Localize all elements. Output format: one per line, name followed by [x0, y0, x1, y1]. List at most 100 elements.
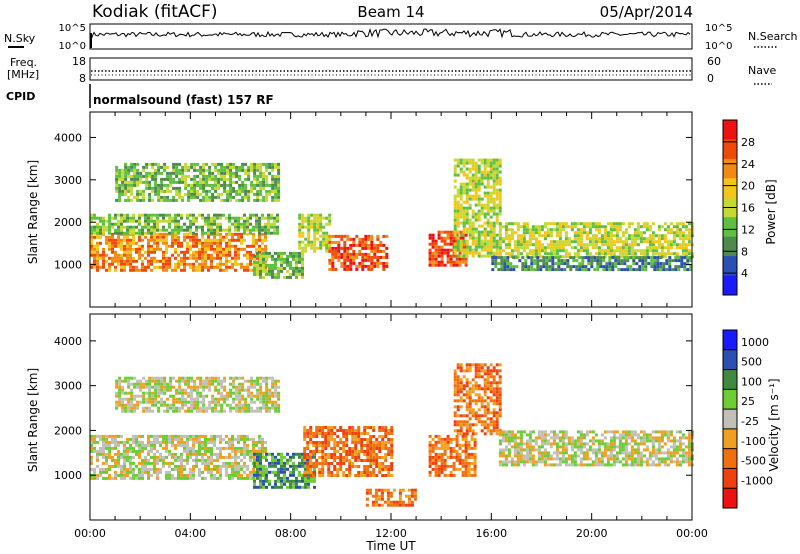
echo-cell — [594, 240, 598, 244]
echo-cell — [569, 256, 573, 260]
echo-cell — [252, 225, 255, 229]
echo-cell — [437, 452, 441, 456]
echo-cell — [198, 265, 201, 269]
echo-cell — [455, 449, 459, 453]
echo-cell — [304, 464, 307, 468]
echo-cell — [117, 440, 120, 444]
echo-cell — [666, 249, 670, 253]
echo-cell — [144, 268, 147, 272]
echo-cell — [262, 260, 265, 264]
echo-cell — [358, 261, 362, 265]
echo-cell — [307, 213, 311, 217]
echo-cell — [489, 167, 493, 171]
echo-cell — [410, 494, 414, 498]
echo-cell — [165, 268, 168, 272]
echo-cell — [644, 259, 648, 263]
echo-cell — [453, 215, 457, 219]
echo-cell — [228, 455, 231, 459]
echo-cell — [474, 248, 478, 252]
echo-cell — [298, 240, 302, 244]
echo-cell — [184, 168, 188, 172]
echo-cell — [483, 384, 487, 388]
echo-cell — [531, 430, 535, 434]
echo-cell — [614, 259, 618, 263]
echo-cell — [120, 241, 123, 245]
echo-cell — [219, 247, 222, 251]
echo-cell — [153, 213, 156, 217]
echo-cell — [280, 266, 283, 270]
echo-cell — [456, 405, 460, 409]
echo-cell — [187, 165, 191, 169]
echo-cell — [162, 238, 165, 242]
echo-cell — [219, 213, 222, 217]
echo-cell — [373, 264, 377, 268]
echo-cell — [283, 260, 286, 264]
echo-cell — [498, 209, 502, 213]
echo-cell — [486, 381, 490, 385]
echo-cell — [462, 173, 466, 177]
echo-cell — [148, 195, 152, 199]
echo-cell — [228, 228, 231, 232]
echo-cell — [90, 446, 93, 450]
echo-cell — [219, 232, 222, 236]
echo-cell — [486, 164, 490, 168]
echo-cell — [198, 443, 201, 447]
echo-cell — [455, 437, 459, 441]
echo-cell — [259, 162, 263, 166]
echo-cell — [645, 228, 649, 232]
echo-cell — [147, 250, 150, 254]
echo-cell — [148, 162, 152, 166]
echo-cell — [118, 168, 122, 172]
echo-cell — [528, 433, 532, 437]
power-colorbar-tick-label: 16 — [741, 202, 755, 215]
echo-cell — [446, 440, 450, 444]
echo-cell — [99, 253, 102, 257]
echo-cell — [159, 265, 162, 269]
echo-cell — [525, 433, 529, 437]
echo-cell — [465, 158, 469, 162]
echo-cell — [641, 262, 645, 266]
echo-cell — [489, 224, 493, 228]
echo-cell — [611, 262, 615, 266]
echo-cell — [495, 239, 499, 243]
echo-cell — [105, 238, 108, 242]
nsky-label: N.Sky — [4, 32, 36, 45]
echo-cell — [316, 237, 320, 241]
echo-cell — [261, 455, 264, 459]
echo-cell — [504, 445, 508, 449]
echo-cell — [363, 429, 367, 432]
echo-cell — [108, 476, 111, 480]
echo-cell — [480, 429, 484, 433]
echo-cell — [171, 241, 174, 245]
echo-cell — [234, 470, 237, 474]
echo-cell — [627, 234, 631, 238]
echo-cell — [456, 164, 460, 168]
echo-cell — [199, 183, 203, 187]
echo-cell — [93, 476, 96, 480]
echo-cell — [280, 470, 283, 474]
echo-cell — [456, 387, 460, 391]
echo-cell — [453, 242, 457, 246]
echo-cell — [378, 444, 382, 447]
echo-cell — [561, 240, 565, 244]
echo-cell — [267, 216, 270, 220]
echo-cell — [477, 197, 481, 201]
echo-cell — [240, 446, 243, 450]
echo-cell — [298, 269, 301, 273]
echo-cell — [268, 464, 271, 468]
echo-cell — [277, 165, 281, 169]
echo-cell — [483, 203, 487, 207]
echo-cell — [111, 250, 114, 254]
echo-cell — [286, 257, 289, 261]
echo-cell — [253, 174, 257, 178]
echo-cell — [468, 396, 472, 400]
echo-cell — [459, 212, 463, 216]
echo-cell — [525, 451, 529, 455]
echo-cell — [256, 195, 260, 199]
echo-cell — [196, 183, 200, 187]
echo-cell — [319, 222, 323, 226]
echo-cell — [378, 456, 382, 459]
echo-cell — [132, 247, 135, 251]
echo-cell — [522, 222, 526, 226]
echo-cell — [465, 429, 469, 433]
